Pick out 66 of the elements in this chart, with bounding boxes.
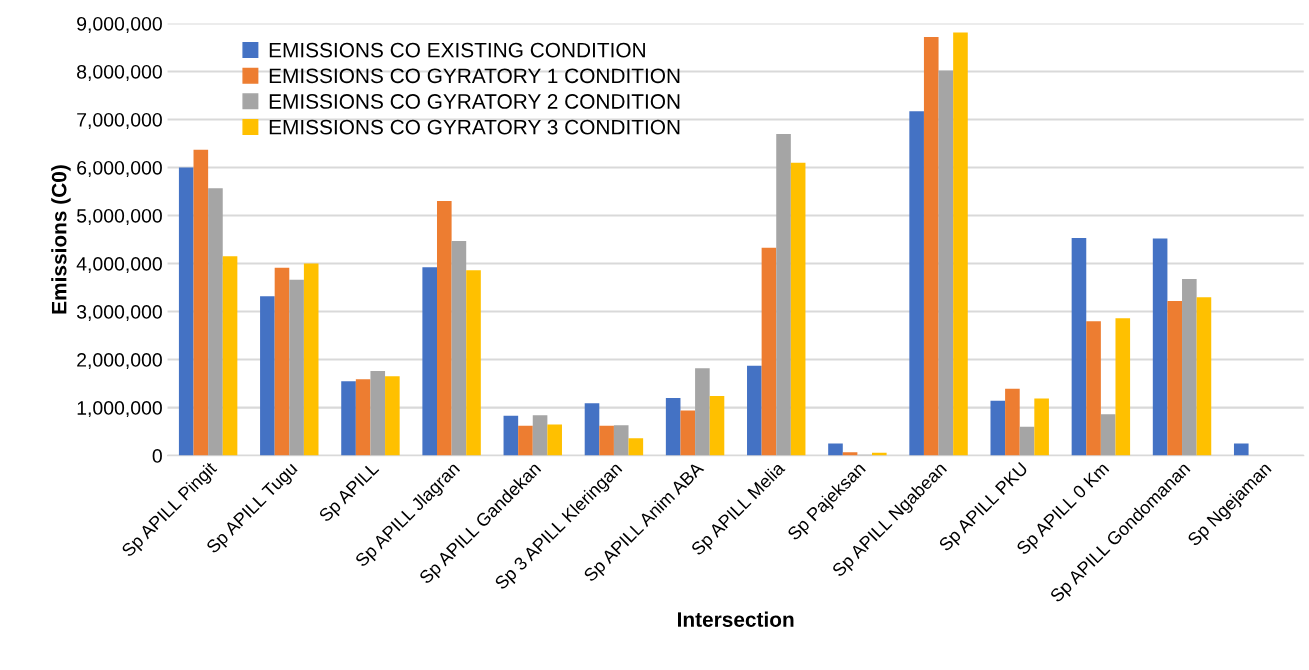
bar xyxy=(370,371,386,456)
bar xyxy=(289,279,304,456)
bar xyxy=(222,256,238,456)
legend-label: EMISSIONS CO GYRATORY 1 CONDITION xyxy=(269,68,680,84)
bar xyxy=(938,70,954,456)
bar xyxy=(1233,443,1249,456)
y-tick-label: 9,000,000 xyxy=(77,16,162,33)
y-tick-label: 4,000,000 xyxy=(76,257,162,274)
bar xyxy=(1196,297,1212,456)
bar xyxy=(178,167,194,456)
bar xyxy=(1152,238,1168,456)
bar xyxy=(1086,321,1101,456)
legend-label: EMISSIONS CO GYRATORY 3 CONDITION xyxy=(269,119,680,135)
bar xyxy=(923,36,939,456)
bar xyxy=(355,379,371,456)
bar xyxy=(1034,398,1049,456)
y-tick-label: 8,000,000 xyxy=(77,64,162,81)
bar xyxy=(665,397,681,456)
y-axis-title: Emissions (C0) xyxy=(51,165,71,314)
bar xyxy=(909,111,924,456)
bar xyxy=(680,410,696,456)
bar xyxy=(709,396,725,456)
bar xyxy=(503,415,519,456)
bar xyxy=(260,296,275,456)
bar xyxy=(1019,426,1035,456)
bar xyxy=(953,32,968,456)
bar xyxy=(613,425,629,456)
y-tick-label: 0 xyxy=(152,449,162,463)
bar xyxy=(303,263,319,456)
bar xyxy=(274,267,290,456)
bar xyxy=(1100,414,1116,456)
bar xyxy=(584,403,600,456)
y-tick-label: 2,000,000 xyxy=(77,353,162,370)
bar xyxy=(385,376,400,456)
bar xyxy=(695,368,710,456)
bar xyxy=(437,201,452,456)
bar xyxy=(208,188,223,456)
y-tick-label: 3,000,000 xyxy=(76,305,162,322)
bar xyxy=(451,240,467,456)
bar xyxy=(547,424,562,456)
bar xyxy=(761,247,777,456)
bar xyxy=(532,415,548,456)
bar xyxy=(599,425,614,456)
bar xyxy=(1182,278,1197,456)
bar xyxy=(341,381,356,456)
x-axis-title: Intersection xyxy=(678,611,794,627)
y-tick-label: 1,000,000 xyxy=(77,401,162,418)
y-tick-label: 5,000,000 xyxy=(76,208,162,226)
bar xyxy=(828,443,843,456)
bar xyxy=(990,400,1006,456)
y-tick-label: 6,000,000 xyxy=(77,160,162,178)
bar xyxy=(466,270,481,456)
bar xyxy=(1167,300,1183,456)
bar xyxy=(747,365,762,456)
bar xyxy=(776,133,791,456)
bar xyxy=(1115,318,1131,456)
legend-label: EMISSIONS CO EXISTING CONDITION xyxy=(269,42,645,58)
bar xyxy=(628,438,644,456)
bar xyxy=(518,425,533,456)
bar xyxy=(422,267,437,456)
bar xyxy=(193,149,209,456)
y-tick-label: 7,000,000 xyxy=(77,112,162,130)
bar xyxy=(1005,388,1020,456)
legend-label: EMISSIONS CO GYRATORY 2 CONDITION xyxy=(269,94,680,109)
bar xyxy=(790,162,806,456)
bar xyxy=(1071,238,1087,456)
